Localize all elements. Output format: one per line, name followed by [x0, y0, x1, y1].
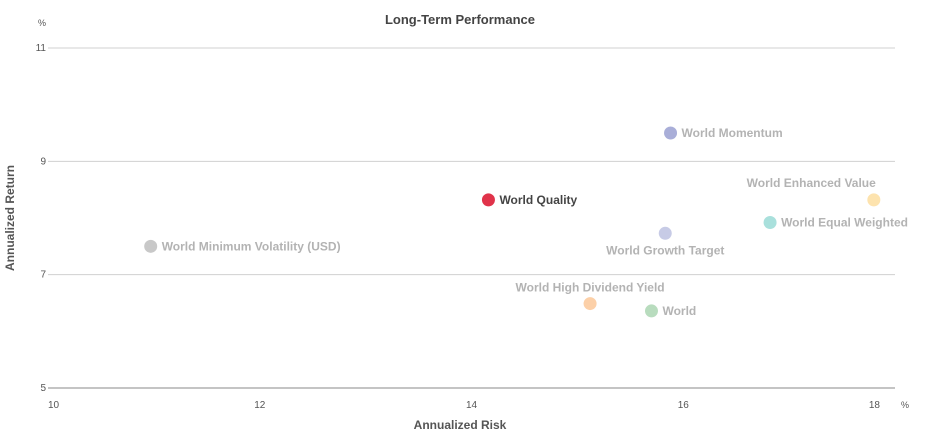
gridlines	[48, 47, 895, 389]
y-axis-title: Annualized Return	[3, 165, 17, 271]
chart-title: Long-Term Performance	[385, 12, 535, 27]
point-label-world-equal-weighted: World Equal Weighted	[781, 216, 908, 230]
point-label-world-growth-target: World Growth Target	[606, 243, 724, 257]
point-world-minimum-volatility-usd	[144, 239, 158, 253]
y-tick-label: 9	[40, 156, 46, 167]
x-tick-label: 14	[466, 400, 478, 411]
point-world-high-dividend-yield	[583, 297, 597, 311]
y-tick-label: 5	[40, 383, 46, 394]
tick-labels: 5 7 9 11 10 12 14 16 18	[36, 43, 881, 411]
x-tick-label: 12	[254, 400, 266, 411]
point-world-enhanced-value	[867, 193, 881, 207]
point-label-world: World	[662, 304, 696, 318]
x-axis-title: Annualized Risk	[414, 418, 507, 432]
point-label-world-minimum-volatility-usd: World Minimum Volatility (USD)	[162, 239, 341, 253]
point-world-momentum	[664, 126, 678, 140]
point-world-equal-weighted	[763, 216, 777, 230]
point-label-world-high-dividend-yield: World High Dividend Yield	[516, 281, 665, 295]
point-label-world-enhanced-value: World Enhanced Value	[747, 176, 876, 190]
point-world-quality	[481, 193, 495, 207]
point-world-growth-target	[658, 226, 672, 240]
y-tick-label: 7	[40, 270, 46, 281]
point-world	[644, 304, 658, 318]
x-tick-label: 10	[48, 400, 60, 411]
point-label-world-momentum: World Momentum	[682, 126, 783, 140]
data-points: World Momentum World Quality World Enhance…	[144, 126, 908, 318]
x-axis-unit: %	[901, 400, 909, 410]
x-tick-label: 18	[869, 400, 881, 411]
y-axis-unit: %	[38, 18, 46, 28]
y-tick-label: 11	[36, 43, 47, 54]
x-tick-label: 16	[678, 400, 690, 411]
point-label-world-quality: World Quality	[499, 193, 577, 207]
